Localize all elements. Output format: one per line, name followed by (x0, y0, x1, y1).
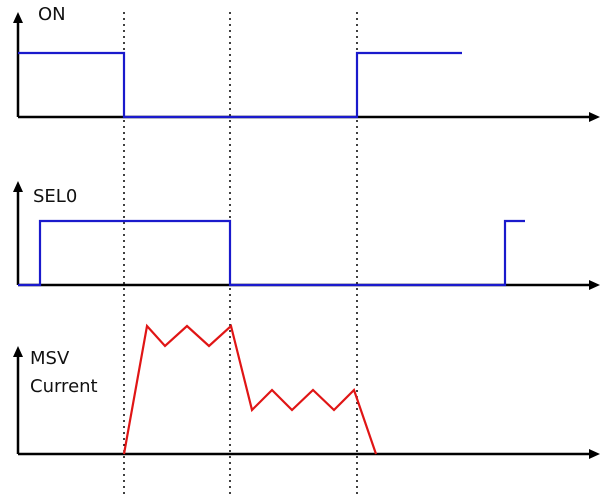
msv-x-axis-arrow-icon (589, 449, 600, 459)
on-waveform (18, 51, 462, 119)
sel0-axes (13, 181, 600, 290)
on-label-line: ON (38, 4, 66, 25)
sel0-label-line: SEL0 (33, 186, 78, 207)
sel0-x-axis-arrow-icon (589, 280, 600, 290)
on-x-axis-arrow-icon (589, 112, 600, 122)
msv-current-waveform (122, 323, 378, 455)
msv-axes (13, 346, 600, 459)
on-y-axis-arrow-icon (13, 12, 23, 23)
on-axes (13, 12, 600, 122)
sel0-waveform (18, 219, 525, 287)
msv-current-label: MSV Current (30, 345, 98, 401)
sel0-label: SEL0 (33, 186, 77, 208)
msv-label-line-1: MSV (30, 348, 70, 369)
msv-y-axis-arrow-icon (13, 346, 23, 357)
sel0-y-axis-arrow-icon (13, 181, 23, 192)
on-label: ON (38, 4, 66, 26)
msv-label-line-2: Current (30, 376, 98, 397)
